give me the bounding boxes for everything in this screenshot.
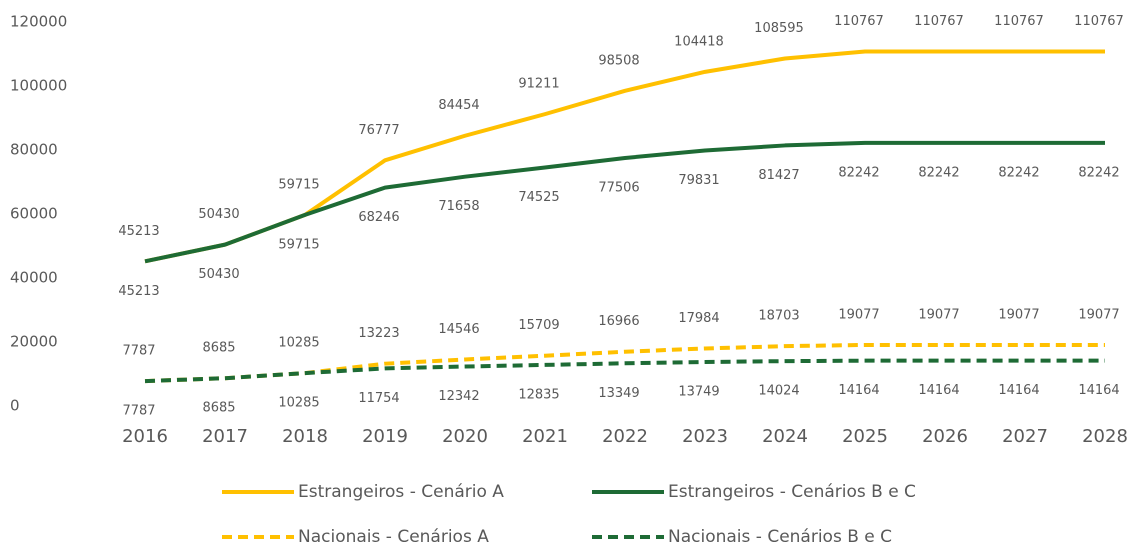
x-tick-label: 2024: [762, 426, 808, 447]
x-tick-label: 2016: [122, 426, 168, 447]
data-label: 82242: [838, 165, 879, 180]
series-line: [144, 140, 1105, 264]
data-label: 14164: [1078, 383, 1119, 398]
legend-label: Nacionais - Cenários A: [298, 527, 489, 545]
data-label: 15709: [518, 318, 559, 333]
data-label: 12342: [438, 389, 479, 404]
data-label: 17984: [678, 311, 719, 326]
data-label: 76777: [358, 123, 399, 138]
data-label: 71658: [438, 199, 479, 214]
data-label: 8685: [202, 401, 235, 416]
data-label: 50430: [198, 207, 239, 222]
data-label: 50430: [198, 267, 239, 282]
data-label: 98508: [598, 53, 639, 68]
data-label: 82242: [998, 165, 1039, 180]
data-label: 59715: [278, 237, 319, 252]
data-label: 14164: [998, 383, 1039, 398]
data-label: 77506: [598, 180, 639, 195]
data-label: 19077: [1078, 307, 1119, 322]
data-label: 10285: [278, 396, 319, 411]
data-label: 19077: [918, 307, 959, 322]
data-label: 82242: [1078, 165, 1119, 180]
data-label: 81427: [758, 168, 799, 183]
data-label: 7787: [122, 404, 155, 419]
data-label: 14164: [918, 383, 959, 398]
data-label: 8685: [202, 341, 235, 356]
data-label: 110767: [994, 14, 1044, 29]
data-label: 82242: [918, 165, 959, 180]
y-tick-label: 0: [10, 397, 20, 415]
data-label: 74525: [518, 190, 559, 205]
legend-label: Estrangeiros - Cenários B e C: [668, 482, 916, 502]
legend-label: Estrangeiros - Cenário A: [298, 482, 504, 502]
x-tick-label: 2027: [1002, 426, 1048, 447]
y-tick-label: 20000: [10, 333, 58, 351]
y-tick-label: 40000: [10, 269, 58, 287]
data-label: 7787: [122, 344, 155, 359]
y-tick-label: 60000: [10, 205, 58, 223]
data-label: 14546: [438, 322, 479, 337]
data-label: 108595: [754, 21, 804, 36]
x-tick-label: 2028: [1082, 426, 1128, 447]
x-tick-label: 2018: [282, 426, 328, 447]
data-label: 14024: [758, 384, 799, 399]
x-tick-label: 2019: [362, 426, 408, 447]
x-tick-label: 2022: [602, 426, 648, 447]
data-label: 13223: [358, 326, 399, 341]
data-label: 110767: [834, 14, 884, 29]
data-label: 19077: [998, 307, 1039, 322]
data-label: 45213: [118, 284, 159, 299]
data-label: 18703: [758, 309, 799, 324]
data-label: 13749: [678, 385, 719, 400]
data-label: 91211: [518, 77, 559, 92]
data-label: 104418: [674, 34, 724, 49]
data-label: 10285: [278, 336, 319, 351]
data-label: 14164: [838, 383, 879, 398]
y-tick-label: 100000: [10, 77, 67, 95]
series-line: [144, 358, 1105, 384]
legend-label: Nacionais - Cenários B e C: [668, 527, 892, 545]
data-label: 45213: [118, 224, 159, 239]
data-label: 68246: [358, 210, 399, 225]
x-tick-label: 2017: [202, 426, 248, 447]
y-tick-label: 80000: [10, 141, 58, 159]
x-tick-label: 2023: [682, 426, 728, 447]
x-tick-label: 2021: [522, 426, 568, 447]
data-label: 59715: [278, 177, 319, 192]
x-tick-label: 2020: [442, 426, 488, 447]
data-label: 84454: [438, 98, 479, 113]
data-label: 12835: [518, 387, 559, 402]
data-label: 110767: [914, 14, 964, 29]
x-tick-label: 2025: [842, 426, 888, 447]
data-label: 16966: [598, 314, 639, 329]
data-label: 19077: [838, 307, 879, 322]
x-tick-label: 2026: [922, 426, 968, 447]
y-tick-label: 120000: [10, 13, 67, 31]
data-label: 79831: [678, 173, 719, 188]
data-label: 110767: [1074, 14, 1124, 29]
data-label: 11754: [358, 391, 399, 406]
data-label: 13349: [598, 386, 639, 401]
